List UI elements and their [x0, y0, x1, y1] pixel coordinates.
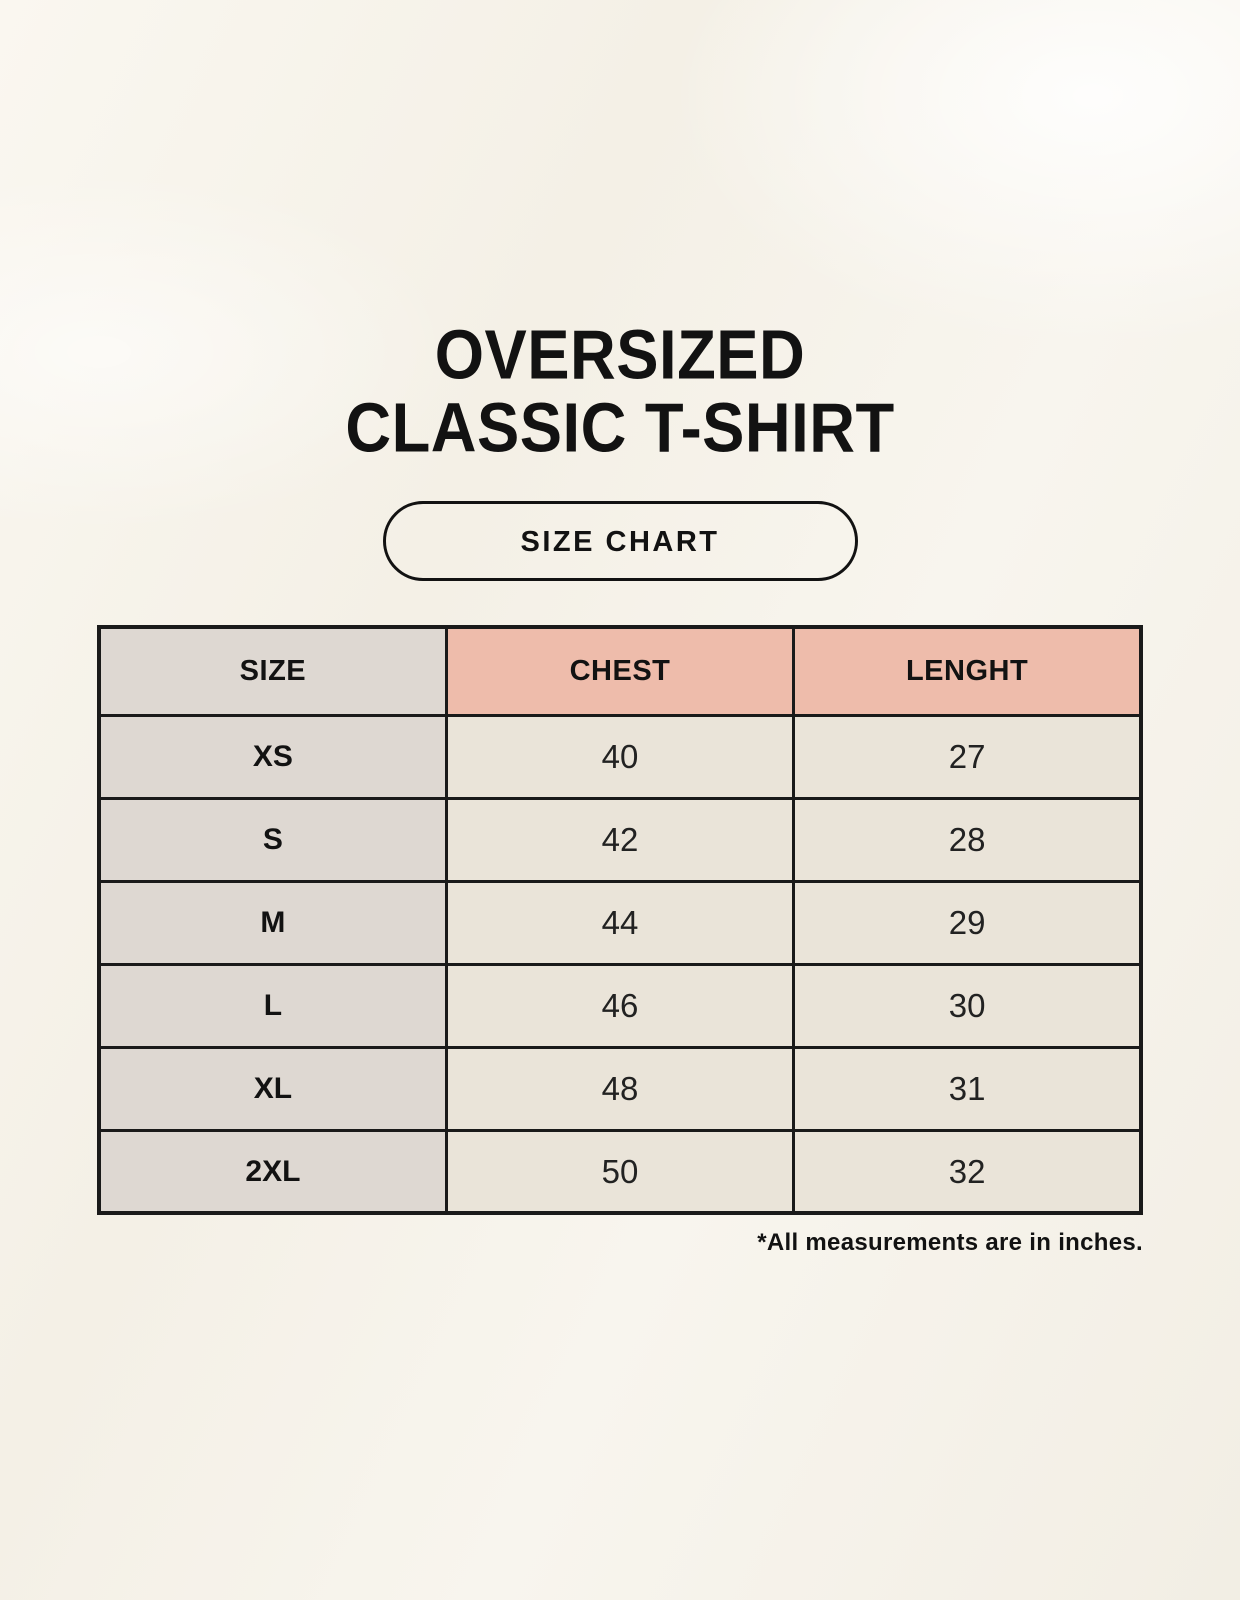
table-row: XS 40 27 — [97, 713, 1143, 800]
page-title-line2: CLASSIC T-SHIRT — [345, 387, 895, 466]
size-label-cell: M — [97, 879, 448, 966]
page-title: OVERSIZED CLASSIC T-SHIRT — [25, 314, 1215, 466]
size-chart-table-container: SIZE CHEST LENGHT XS 40 27 S 42 28 M 44 29 L 46 30 XL 4… — [97, 625, 1143, 1216]
header-cell-size: SIZE — [97, 625, 448, 717]
header-row: SIZE CHEST LENGHT — [97, 625, 1143, 717]
size-label-cell: L — [97, 962, 448, 1049]
size-chart-button-label: SIZE CHART — [520, 526, 720, 559]
measurement-cell: 44 — [444, 879, 796, 966]
page-title-line1: OVERSIZED — [434, 314, 806, 394]
measurement-cell: 42 — [444, 796, 796, 883]
header-cell-chest: CHEST — [444, 625, 796, 717]
measurement-cell: 30 — [792, 962, 1143, 1049]
size-chart-table-body: XS 40 27 S 42 28 M 44 29 L 46 30 XL 48 31 2XL 50 32 — [97, 713, 1143, 1215]
measurements-footnote: *All measurements are in inches. — [757, 1229, 1143, 1257]
measurement-cell: 32 — [792, 1128, 1143, 1215]
size-label-cell: 2XL — [97, 1128, 448, 1215]
measurement-cell: 28 — [792, 796, 1143, 883]
size-label-cell: XL — [97, 1045, 448, 1132]
size-label-cell: XS — [97, 713, 448, 800]
size-chart-button[interactable]: SIZE CHART — [382, 501, 858, 582]
size-label-cell: S — [97, 796, 448, 883]
measurement-cell: 50 — [444, 1128, 796, 1215]
table-row: 2XL 50 32 — [97, 1128, 1143, 1215]
size-chart-table-header: SIZE CHEST LENGHT — [97, 625, 1143, 717]
table-row: XL 48 31 — [97, 1045, 1143, 1132]
table-row: S 42 28 — [97, 796, 1143, 883]
table-row: M 44 29 — [97, 879, 1143, 966]
measurement-cell: 46 — [444, 962, 796, 1049]
size-chart-table: SIZE CHEST LENGHT XS 40 27 S 42 28 M 44 29 L 46 30 XL 4… — [97, 625, 1143, 1216]
measurement-cell: 48 — [444, 1045, 796, 1132]
measurement-cell: 27 — [792, 713, 1143, 800]
table-row: L 46 30 — [97, 962, 1143, 1049]
measurement-cell: 40 — [444, 713, 796, 800]
header-cell-lenght: LENGHT — [792, 625, 1143, 717]
measurement-cell: 29 — [792, 879, 1143, 966]
measurement-cell: 31 — [792, 1045, 1143, 1132]
